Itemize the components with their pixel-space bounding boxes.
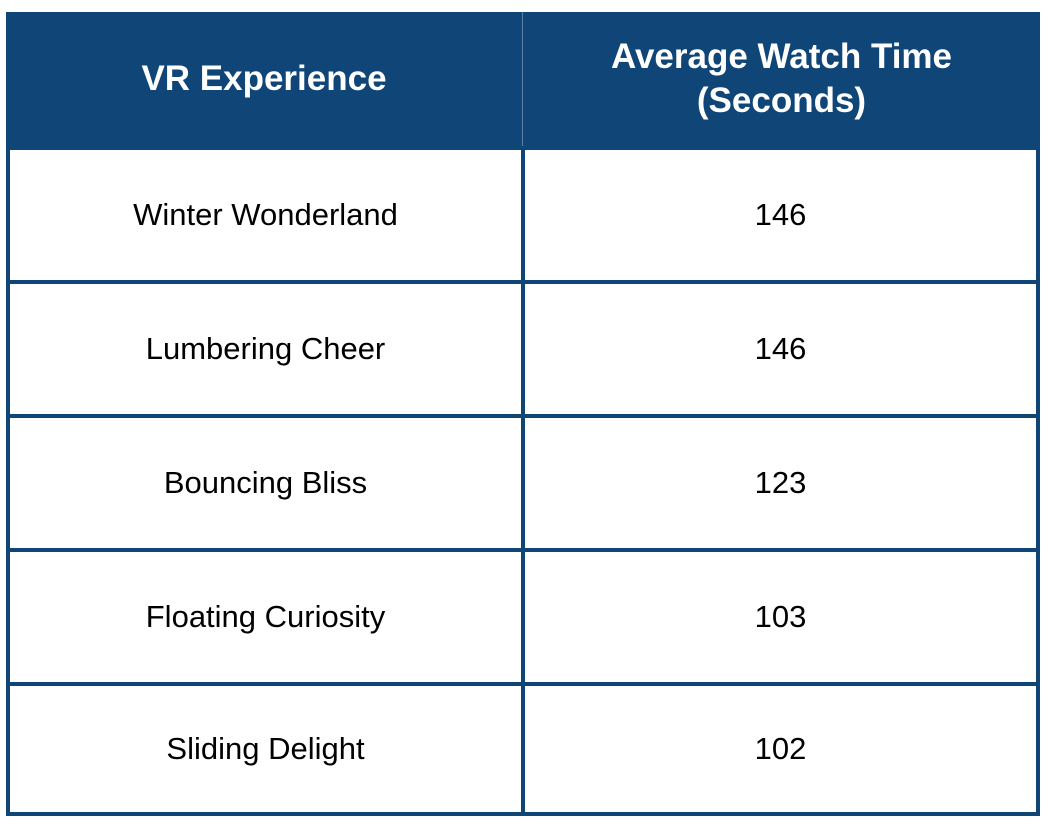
header-average-watch-time-line2: (Seconds): [696, 81, 867, 120]
data-table-container: VR Experience Average Watch Time (Second…: [6, 12, 1040, 816]
cell-watch-time: 102: [523, 682, 1040, 816]
cell-experience: Bouncing Bliss: [6, 414, 523, 548]
header-average-watch-time-line1: Average Watch Time: [610, 37, 953, 76]
cell-experience: Lumbering Cheer: [6, 280, 523, 414]
header-row: VR Experience Average Watch Time (Second…: [6, 12, 1040, 146]
table-row: Lumbering Cheer 146: [6, 280, 1040, 414]
header-vr-experience: VR Experience: [6, 12, 523, 146]
cell-experience: Winter Wonderland: [6, 146, 523, 280]
cell-watch-time: 146: [523, 146, 1040, 280]
cell-watch-time: 103: [523, 548, 1040, 682]
table-body: Winter Wonderland 146 Lumbering Cheer 14…: [6, 146, 1040, 816]
table-row: Floating Curiosity 103: [6, 548, 1040, 682]
cell-watch-time: 123: [523, 414, 1040, 548]
data-table: VR Experience Average Watch Time (Second…: [6, 12, 1040, 816]
table-row: Winter Wonderland 146: [6, 146, 1040, 280]
table-header: VR Experience Average Watch Time (Second…: [6, 12, 1040, 146]
header-vr-experience-label: VR Experience: [141, 59, 387, 98]
cell-experience: Floating Curiosity: [6, 548, 523, 682]
cell-watch-time: 146: [523, 280, 1040, 414]
header-average-watch-time: Average Watch Time (Seconds): [523, 12, 1040, 146]
table-row: Sliding Delight 102: [6, 682, 1040, 816]
table-row: Bouncing Bliss 123: [6, 414, 1040, 548]
cell-experience: Sliding Delight: [6, 682, 523, 816]
